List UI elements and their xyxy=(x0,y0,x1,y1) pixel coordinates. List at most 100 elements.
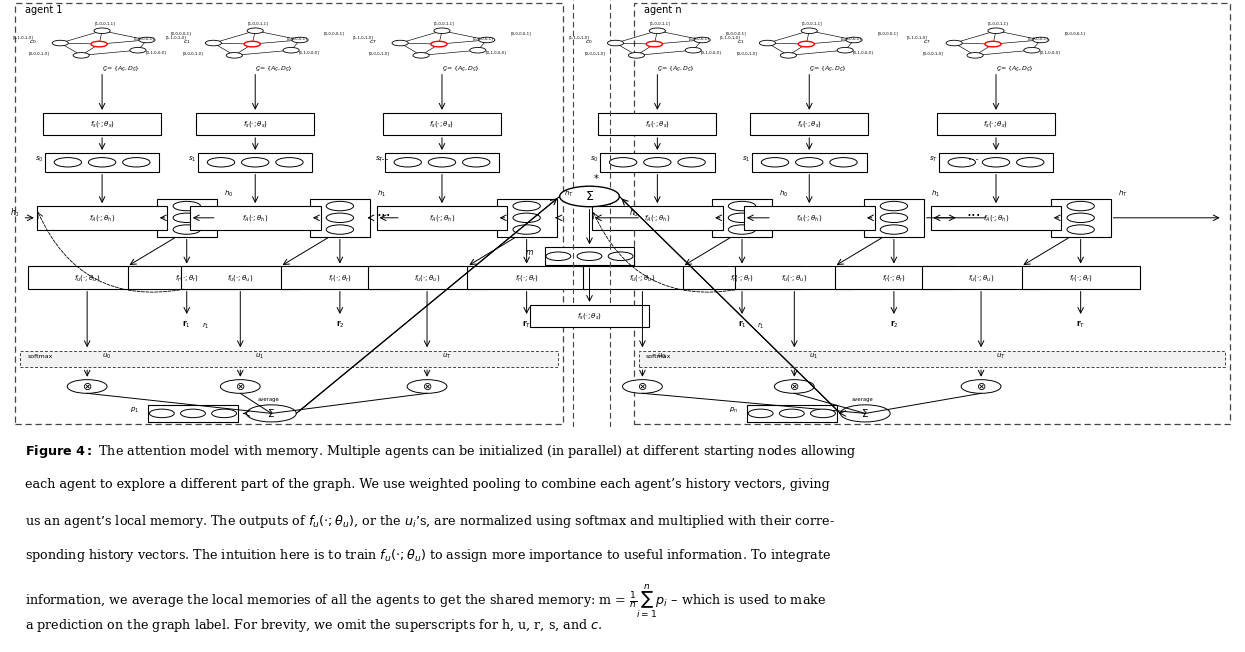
Text: [0,0,0,0,1]: [0,0,0,0,1] xyxy=(1064,31,1086,35)
Circle shape xyxy=(122,158,149,167)
Bar xyxy=(530,305,649,327)
Text: $r_1$: $r_1$ xyxy=(757,321,764,331)
Text: [1,0,0,1,1]: [1,0,0,1,1] xyxy=(650,22,670,26)
Text: [1,0,0,0,1]: [1,0,0,0,1] xyxy=(286,37,308,40)
Bar xyxy=(864,199,924,237)
Circle shape xyxy=(685,48,701,53)
Text: $u_0$: $u_0$ xyxy=(657,352,666,361)
Circle shape xyxy=(67,379,107,393)
Bar xyxy=(735,267,854,289)
Text: [1,0,0,1,1]: [1,0,0,1,1] xyxy=(802,22,822,26)
Text: [1,1,0,1,0]: [1,1,0,1,0] xyxy=(12,35,34,39)
Circle shape xyxy=(609,252,634,261)
Circle shape xyxy=(212,409,237,418)
Circle shape xyxy=(880,213,908,222)
Bar xyxy=(752,153,867,171)
Text: $\mathcal{G}=\{A_\mathcal{G},D_\mathcal{G}\}$: $\mathcal{G}=\{A_\mathcal{G},D_\mathcal{… xyxy=(996,65,1033,74)
Text: $h_0$: $h_0$ xyxy=(10,206,20,218)
Text: $u_T$: $u_T$ xyxy=(442,352,452,361)
Text: average: average xyxy=(258,396,280,402)
Text: $p_1$: $p_1$ xyxy=(131,406,139,415)
Bar xyxy=(197,113,314,135)
Text: $s_1$: $s_1$ xyxy=(188,155,197,164)
Circle shape xyxy=(608,40,624,46)
Circle shape xyxy=(810,409,835,418)
Circle shape xyxy=(392,40,408,46)
Circle shape xyxy=(759,40,776,46)
Text: $\Sigma$: $\Sigma$ xyxy=(862,408,869,419)
Circle shape xyxy=(52,40,68,46)
Text: [0,1,0,0,0]: [0,1,0,0,0] xyxy=(299,50,320,54)
Text: $\otimes$: $\otimes$ xyxy=(789,381,799,392)
Circle shape xyxy=(610,158,637,167)
Circle shape xyxy=(989,28,1003,33)
Text: $\otimes$: $\otimes$ xyxy=(235,381,245,392)
Text: $c_0$: $c_0$ xyxy=(30,38,37,46)
Text: [0,1,0,0,0]: [0,1,0,0,0] xyxy=(146,50,167,54)
Text: $f_A(\cdot;\theta_h)$: $f_A(\cdot;\theta_h)$ xyxy=(88,213,116,223)
Bar xyxy=(583,267,702,289)
Bar xyxy=(600,153,715,171)
Text: $f_A(\cdot;\theta_h)$: $f_A(\cdot;\theta_h)$ xyxy=(644,213,671,223)
Text: [1,0,0,0,1]: [1,0,0,0,1] xyxy=(688,37,710,40)
Text: $f_s(\cdot;\theta_s)$: $f_s(\cdot;\theta_s)$ xyxy=(797,119,822,129)
Circle shape xyxy=(173,213,200,222)
Circle shape xyxy=(774,379,814,393)
Text: $f_u(\cdot;\theta_u)$: $f_u(\cdot;\theta_u)$ xyxy=(73,273,101,282)
Text: softmax: softmax xyxy=(27,354,52,359)
Circle shape xyxy=(462,158,489,167)
Circle shape xyxy=(576,252,603,261)
Circle shape xyxy=(244,41,260,47)
Circle shape xyxy=(1016,158,1043,167)
Text: [1,1,0,1,0]: [1,1,0,1,0] xyxy=(166,35,187,39)
Text: $f_A(\cdot;\theta_h)$: $f_A(\cdot;\theta_h)$ xyxy=(796,213,823,223)
Text: $u_1$: $u_1$ xyxy=(809,352,818,361)
Text: $\mathbf{r}_1$: $\mathbf{r}_1$ xyxy=(737,319,747,331)
Text: [1,1,0,1,0]: [1,1,0,1,0] xyxy=(568,35,589,39)
Bar xyxy=(383,113,500,135)
Text: $s_T$: $s_T$ xyxy=(375,155,383,164)
Text: $\otimes$: $\otimes$ xyxy=(976,381,986,392)
Bar xyxy=(497,199,557,237)
Circle shape xyxy=(413,53,430,58)
Bar xyxy=(20,351,558,367)
Bar xyxy=(37,206,168,230)
Bar xyxy=(545,247,635,265)
Text: $f_A(\cdot;\theta_h)$: $f_A(\cdot;\theta_h)$ xyxy=(428,213,456,223)
Circle shape xyxy=(559,186,619,207)
Circle shape xyxy=(55,158,82,167)
Circle shape xyxy=(748,409,773,418)
Circle shape xyxy=(181,409,205,418)
Bar xyxy=(939,153,1053,171)
Circle shape xyxy=(1067,225,1094,234)
Circle shape xyxy=(847,37,862,43)
Circle shape xyxy=(431,41,447,47)
Text: $\mathcal{G}=\{A_\mathcal{G},D_\mathcal{G}\}$: $\mathcal{G}=\{A_\mathcal{G},D_\mathcal{… xyxy=(809,65,847,74)
Text: $f_A(\cdot;\theta_h)$: $f_A(\cdot;\theta_h)$ xyxy=(982,213,1010,223)
Bar xyxy=(128,267,247,289)
Circle shape xyxy=(95,28,111,33)
Text: $c_1$: $c_1$ xyxy=(183,38,190,46)
Bar xyxy=(181,267,299,289)
Text: [0,1,0,0,0]: [0,1,0,0,0] xyxy=(1040,50,1061,54)
Text: $f_A(\cdot;\theta_h)$: $f_A(\cdot;\theta_h)$ xyxy=(242,213,269,223)
Bar xyxy=(835,267,954,289)
Circle shape xyxy=(513,201,540,211)
Text: $\mathbf{r}_T$: $\mathbf{r}_T$ xyxy=(1076,319,1086,331)
Circle shape xyxy=(622,379,662,393)
Circle shape xyxy=(247,405,296,422)
Circle shape xyxy=(1067,201,1094,211)
Text: $u_0$: $u_0$ xyxy=(102,352,111,361)
Circle shape xyxy=(393,158,421,167)
Text: $f_r(\cdot;\theta_r)$: $f_r(\cdot;\theta_r)$ xyxy=(730,273,754,282)
Circle shape xyxy=(220,379,260,393)
Circle shape xyxy=(961,379,1001,393)
Text: $\otimes$: $\otimes$ xyxy=(422,381,432,392)
Text: $f_r(\cdot;\theta_r)$: $f_r(\cdot;\theta_r)$ xyxy=(881,273,906,282)
Text: $\mathcal{G}=\{A_\mathcal{G},D_\mathcal{G}\}$: $\mathcal{G}=\{A_\mathcal{G},D_\mathcal{… xyxy=(255,65,293,74)
Circle shape xyxy=(479,37,496,43)
Bar xyxy=(747,405,837,422)
Bar xyxy=(29,267,147,289)
Text: [0,0,0,1,0]: [0,0,0,1,0] xyxy=(736,52,757,55)
Circle shape xyxy=(629,53,645,58)
